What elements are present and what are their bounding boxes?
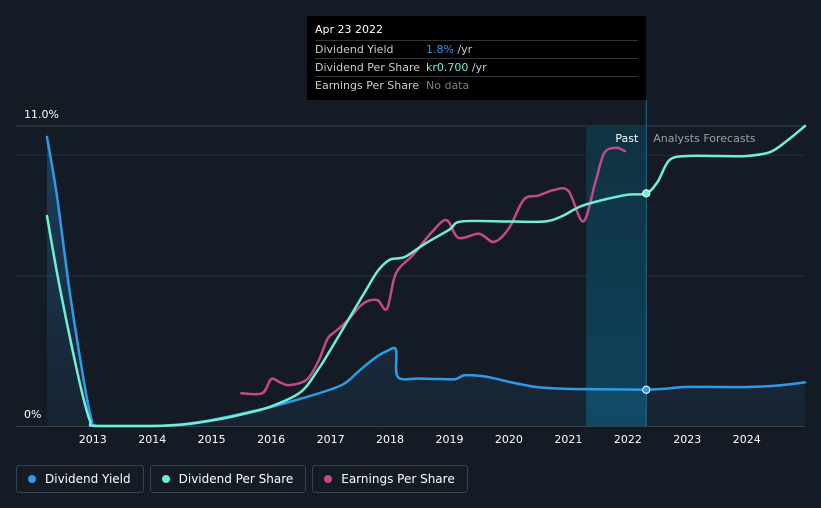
dividend-per-share-marker bbox=[642, 189, 651, 198]
legend-label: Dividend Per Share bbox=[178, 472, 294, 486]
forecast-label: Analysts Forecasts bbox=[653, 132, 756, 145]
past-highlight-region bbox=[586, 126, 647, 426]
legend: Dividend Yield Dividend Per Share Earnin… bbox=[16, 465, 468, 493]
dividend-yield-area bbox=[47, 136, 805, 426]
x-tick-label: 2017 bbox=[317, 433, 345, 446]
legend-dot-icon bbox=[161, 475, 170, 483]
legend-earnings-per-share[interactable]: Earnings Per Share bbox=[312, 465, 468, 493]
tooltip-row-dividend-yield: Dividend Yield 1.8% /yr bbox=[315, 40, 638, 58]
x-tick-label: 2020 bbox=[495, 433, 523, 446]
legend-dot-icon bbox=[28, 475, 36, 483]
x-tick-label: 2014 bbox=[138, 433, 166, 446]
x-tick-label: 2018 bbox=[376, 433, 404, 446]
x-tick-label: 2024 bbox=[733, 433, 761, 446]
x-tick-label: 2022 bbox=[614, 433, 642, 446]
legend-dividend-per-share[interactable]: Dividend Per Share bbox=[149, 465, 307, 493]
tooltip-unit: /yr bbox=[453, 43, 473, 56]
legend-label: Dividend Yield bbox=[45, 472, 131, 486]
tooltip-value: 1.8% bbox=[426, 43, 454, 56]
legend-label: Earnings Per Share bbox=[341, 472, 455, 486]
legend-dot-icon bbox=[324, 475, 333, 483]
tooltip-label: Earnings Per Share bbox=[315, 79, 420, 92]
legend-dividend-yield[interactable]: Dividend Yield bbox=[16, 465, 144, 493]
x-tick-label: 2021 bbox=[554, 433, 582, 446]
x-tick-label: 2016 bbox=[257, 433, 285, 446]
dividend-per-share-line bbox=[45, 124, 807, 428]
x-tick-label: 2019 bbox=[435, 433, 463, 446]
tooltip-unit: /yr bbox=[468, 61, 487, 74]
dividend-yield-marker bbox=[642, 385, 651, 394]
earnings-per-share-line bbox=[240, 146, 627, 396]
x-tick-label: 2015 bbox=[198, 433, 226, 446]
tooltip: Apr 23 2022 Dividend Yield 1.8% /yr Divi… bbox=[307, 16, 646, 100]
tooltip-date: Apr 23 2022 bbox=[315, 23, 384, 36]
x-tick-label: 2013 bbox=[79, 433, 107, 446]
tooltip-label: Dividend Yield bbox=[315, 43, 394, 56]
x-tick-label: 2023 bbox=[673, 433, 701, 446]
tooltip-value: kr0.700 bbox=[426, 61, 469, 74]
tooltip-row-dividend-per-share: Dividend Per Share kr0.700 /yr bbox=[315, 58, 638, 76]
tooltip-value: No data bbox=[426, 79, 470, 92]
y-axis-bottom-label: 0% bbox=[24, 408, 41, 421]
past-label: Past bbox=[615, 132, 639, 145]
tooltip-label: Dividend Per Share bbox=[315, 61, 421, 74]
tooltip-row-earnings-per-share: Earnings Per Share No data bbox=[315, 76, 638, 94]
y-axis-top-label: 11.0% bbox=[24, 108, 59, 121]
